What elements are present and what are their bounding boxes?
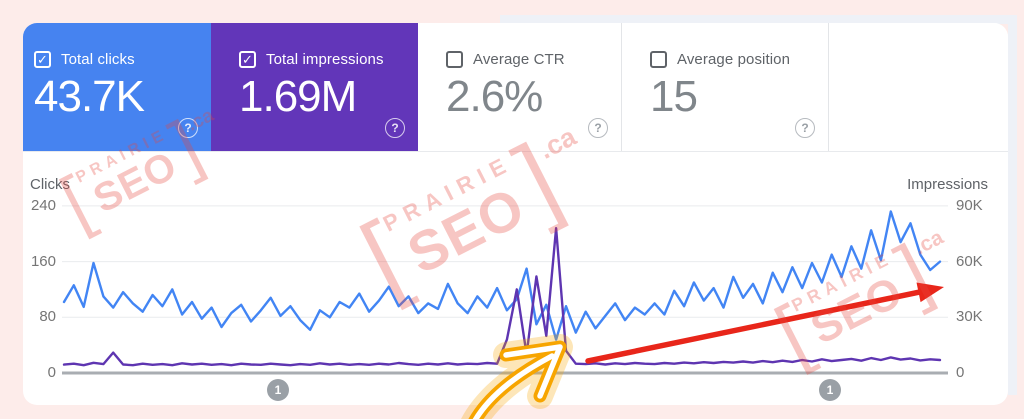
card-header: Average position (622, 23, 828, 68)
question-glyph: ? (184, 121, 192, 135)
total-clicks-checkbox[interactable]: ✓ (34, 51, 51, 68)
total-impressions-checkbox[interactable]: ✓ (239, 51, 256, 68)
left-tick-0: 0 (47, 364, 56, 381)
left-axis-title: Clicks (30, 176, 70, 193)
check-icon: ✓ (242, 51, 253, 67)
card-label: Average position (677, 51, 791, 68)
card-label: Total clicks (61, 51, 135, 68)
average-position-value: 15 (650, 72, 698, 121)
metric-cards-row: ✓ Total clicks 43.7K ? ✓ Total impressio… (23, 23, 1008, 152)
total-clicks-card[interactable]: ✓ Total clicks 43.7K ? (23, 23, 211, 151)
question-glyph: ? (801, 121, 809, 135)
left-tick-160: 160 (30, 253, 56, 270)
page-background-strip (500, 15, 1017, 24)
left-tick-80: 80 (39, 308, 56, 325)
right-tick-90k: 90K (956, 197, 983, 214)
average-position-card[interactable]: Average position 15 ? (622, 23, 829, 151)
total-clicks-value: 43.7K (34, 72, 145, 121)
right-tick-60k: 60K (956, 253, 983, 270)
total-impressions-value: 1.69M (239, 72, 357, 121)
average-position-checkbox[interactable] (650, 51, 667, 68)
total-impressions-card[interactable]: ✓ Total impressions 1.69M ? (211, 23, 418, 151)
axis-annotation-marker[interactable]: 1 (267, 379, 289, 401)
card-label: Average CTR (473, 51, 565, 68)
average-ctr-value: 2.6% (446, 72, 543, 121)
card-header: ✓ Total impressions (211, 23, 418, 68)
help-icon[interactable]: ? (178, 118, 198, 138)
average-ctr-card[interactable]: Average CTR 2.6% ? (418, 23, 622, 151)
help-icon[interactable]: ? (588, 118, 608, 138)
axis-annotation-marker[interactable]: 1 (819, 379, 841, 401)
card-header: Average CTR (418, 23, 621, 68)
right-tick-30k: 30K (956, 308, 983, 325)
right-tick-0: 0 (956, 364, 965, 381)
check-icon: ✓ (37, 51, 48, 67)
page-background-strip (1008, 20, 1017, 395)
help-icon[interactable]: ? (385, 118, 405, 138)
left-tick-240: 240 (30, 197, 56, 214)
help-icon[interactable]: ? (795, 118, 815, 138)
card-header: ✓ Total clicks (23, 23, 211, 68)
average-ctr-checkbox[interactable] (446, 51, 463, 68)
card-label: Total impressions (266, 51, 384, 68)
question-glyph: ? (391, 121, 399, 135)
question-glyph: ? (594, 121, 602, 135)
performance-panel: ✓ Total clicks 43.7K ? ✓ Total impressio… (23, 23, 1008, 405)
right-axis-title: Impressions (907, 176, 988, 193)
